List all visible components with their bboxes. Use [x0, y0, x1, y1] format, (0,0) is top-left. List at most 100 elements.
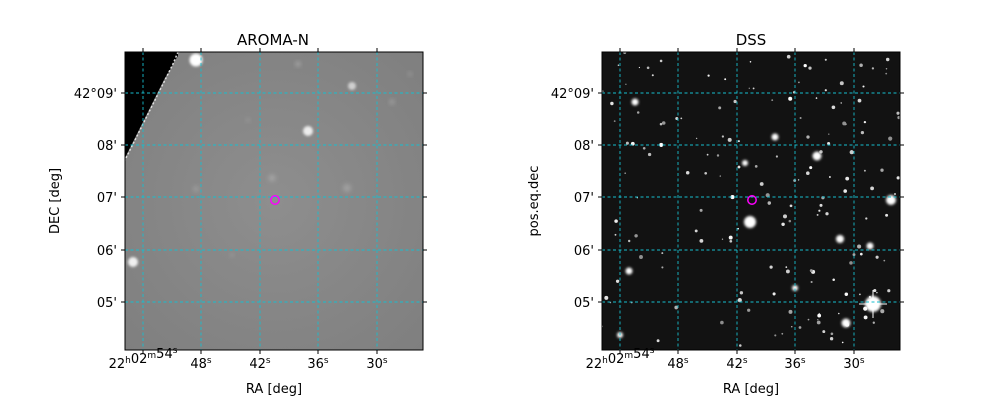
star: [863, 169, 866, 172]
star: [774, 334, 777, 337]
star: [860, 130, 865, 135]
star: [765, 193, 770, 198]
star: [803, 63, 807, 68]
star: [782, 214, 788, 219]
star: [897, 116, 900, 120]
star: [865, 217, 868, 220]
star: [880, 309, 885, 314]
x-tick-label: 22h02m54s: [109, 346, 178, 372]
star: [896, 176, 900, 180]
y-tick-labels: 42°09' 08' 07' 06' 05': [551, 87, 904, 311]
star: [651, 74, 654, 77]
star: [819, 203, 823, 207]
star: [659, 142, 664, 147]
star: [828, 176, 831, 178]
star: [647, 152, 652, 157]
x-tick-label: 36s: [307, 356, 329, 372]
star: [806, 171, 810, 175]
star: [822, 330, 826, 334]
star: [810, 280, 813, 284]
star: [788, 309, 793, 314]
y-tick-label: 08': [97, 139, 117, 154]
star: [831, 105, 836, 110]
x-tick-label: 42s: [726, 356, 748, 372]
star: [706, 153, 709, 156]
aroma-n-image: [125, 52, 423, 350]
star: [870, 186, 874, 191]
star: [749, 61, 752, 63]
star: [737, 227, 740, 230]
star: [824, 58, 827, 61]
star: [759, 182, 764, 186]
star: [695, 137, 698, 140]
dss-image: [602, 52, 900, 350]
star: [661, 266, 664, 269]
x-tick-labels: 22h02m54s 48s 42s 36s 30s: [109, 48, 388, 372]
star: [819, 150, 823, 154]
y-tick-label: 05': [574, 296, 594, 311]
star: [828, 133, 830, 135]
star: [862, 85, 865, 88]
star: [659, 122, 663, 126]
star: [748, 87, 750, 90]
star: [830, 332, 834, 336]
star: [873, 288, 877, 293]
star: [809, 269, 813, 273]
star: [885, 72, 888, 75]
star: [727, 137, 732, 142]
star: [728, 235, 733, 240]
star: [817, 313, 822, 318]
star: [639, 255, 643, 259]
y-tick-label: 08': [574, 139, 594, 154]
y-tick-label: 05': [97, 296, 117, 311]
star: [893, 192, 897, 196]
star: [817, 319, 819, 321]
star: [825, 212, 829, 216]
star: [674, 305, 679, 310]
star: [872, 321, 875, 324]
star: [704, 171, 708, 175]
panel-title: DSS: [736, 31, 767, 49]
star: [786, 54, 791, 59]
star: [788, 96, 793, 101]
dss-panel: DSS: [527, 31, 904, 397]
y-tick-labels: 42°09' 08' 07' 06' 05': [74, 87, 427, 311]
coordinate-grid: [125, 52, 423, 350]
star: [815, 97, 818, 99]
star: [797, 179, 800, 181]
star: [680, 117, 683, 120]
panel-title: AROMA-N: [237, 31, 309, 49]
star: [824, 89, 827, 92]
x-tick-label: 30s: [843, 356, 865, 372]
star: [799, 116, 802, 120]
star: [646, 66, 650, 70]
star: [685, 171, 690, 175]
star: [857, 98, 862, 103]
target-marker: [747, 195, 757, 205]
star: [699, 238, 704, 243]
star: [785, 269, 790, 274]
star: [754, 165, 758, 168]
y-tick-label: 06': [574, 244, 594, 259]
x-tick-label: 42s: [249, 356, 271, 372]
star: [816, 320, 821, 325]
star: [739, 344, 742, 347]
star: [634, 234, 638, 238]
star: [614, 233, 617, 236]
star: [863, 315, 868, 320]
star: [775, 155, 779, 158]
star: [827, 141, 831, 146]
star: [809, 166, 813, 170]
star: [733, 99, 737, 104]
star: [859, 63, 863, 67]
star: [781, 332, 784, 335]
star: [839, 81, 844, 86]
y-tick-label: 42°09': [551, 87, 594, 102]
x-tick-label: 36s: [784, 356, 806, 372]
star: [752, 87, 755, 90]
x-tick-label: 48s: [667, 356, 689, 372]
star: [857, 244, 862, 249]
